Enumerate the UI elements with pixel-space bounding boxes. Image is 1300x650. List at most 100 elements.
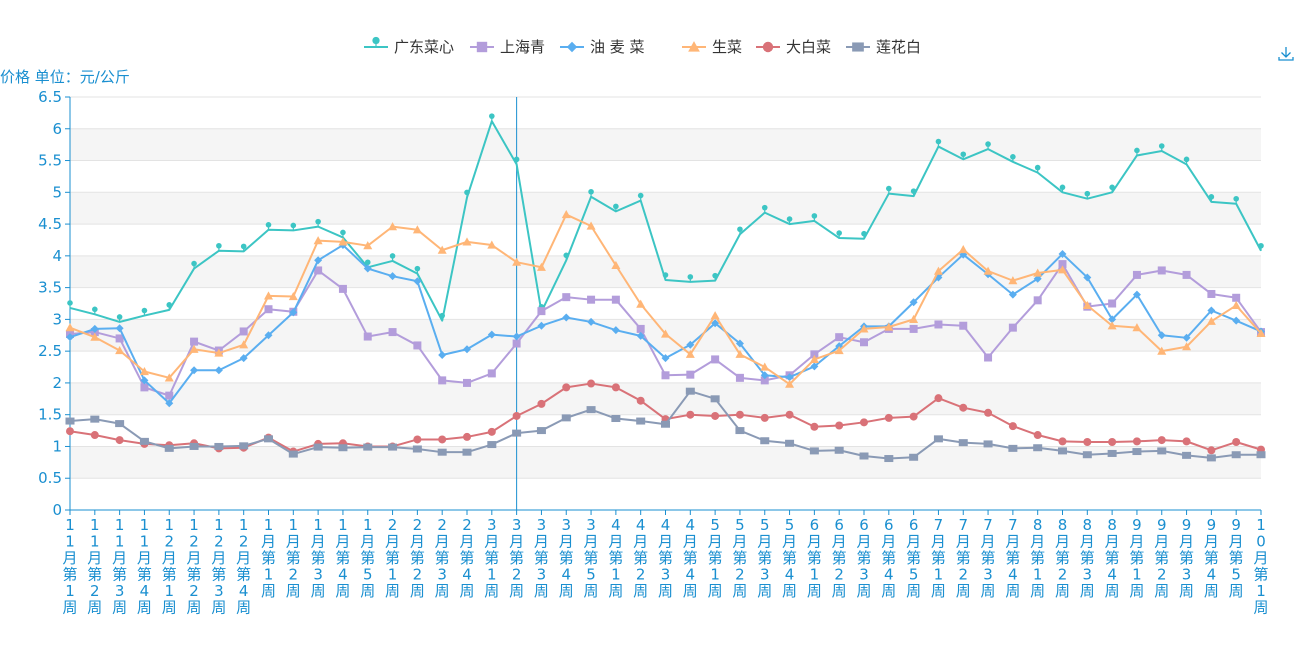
legend-marker xyxy=(762,41,774,53)
marker-pin-head xyxy=(389,253,396,259)
marker-pin-head xyxy=(563,252,570,259)
y-tick-labels: 0 0.5 1 1.5 2 2.5 3 3.5 4 4.5 5 5.5 6 6.5 xyxy=(38,88,62,519)
data-point xyxy=(1108,299,1117,308)
data-point xyxy=(661,329,670,338)
data-point xyxy=(1058,447,1067,455)
data-point xyxy=(1258,242,1264,251)
data-point xyxy=(439,312,445,321)
data-point xyxy=(1182,451,1192,459)
marker-pin-head xyxy=(372,36,380,45)
legend-item-0[interactable]: 广东菜心 xyxy=(364,36,454,56)
x-tick-label: 5 月第 2 周 xyxy=(732,516,747,600)
data-point xyxy=(214,348,224,357)
data-point xyxy=(1233,195,1239,204)
data-point xyxy=(1107,321,1117,330)
data-point xyxy=(141,307,148,316)
y-tick-label: 0.5 xyxy=(38,469,62,487)
x-tick-label: 6 月第 4 周 xyxy=(881,516,896,600)
data-point xyxy=(934,394,943,403)
data-point xyxy=(1231,300,1241,310)
data-point xyxy=(487,441,497,449)
y-tick-label: 6 xyxy=(52,120,62,138)
data-point xyxy=(1058,265,1067,274)
data-point xyxy=(264,331,273,340)
x-tick-label: 5 月第 4 周 xyxy=(782,516,797,600)
y-tick-label: 2.5 xyxy=(38,342,62,360)
data-point xyxy=(611,326,620,335)
marker-pin-head xyxy=(613,203,619,210)
data-point xyxy=(537,321,546,330)
legend-marker xyxy=(852,42,864,52)
data-point xyxy=(388,272,397,281)
data-point xyxy=(586,221,596,230)
legend-item-1[interactable]: 上海青 xyxy=(470,38,545,56)
x-tick-label: 4 月第 2 周 xyxy=(633,516,648,600)
data-point xyxy=(1132,270,1141,279)
data-point xyxy=(933,435,943,443)
marker-pin-head xyxy=(92,306,98,313)
data-point xyxy=(1033,431,1042,440)
marker-pin-head xyxy=(1109,184,1115,191)
data-point xyxy=(1207,446,1216,455)
data-point xyxy=(90,431,99,440)
data-point xyxy=(462,237,472,246)
legend[interactable]: 广东菜心 上海青 油 麦 菜 生菜 大白菜 莲花白 xyxy=(364,36,921,56)
marker-pin-head xyxy=(662,272,669,278)
data-point xyxy=(191,260,197,269)
legend-item-5[interactable]: 莲花白 xyxy=(846,38,921,56)
x-tick-label: 7 月第 1 周 xyxy=(931,516,946,600)
data-point xyxy=(115,436,124,445)
data-point xyxy=(909,324,918,333)
data-point xyxy=(611,295,620,304)
data-point xyxy=(487,330,496,339)
marker-pin-head xyxy=(737,226,743,233)
data-point xyxy=(711,319,720,328)
data-point xyxy=(661,371,670,380)
x-tick-label: 2 月第 1 周 xyxy=(385,516,400,600)
data-point xyxy=(886,185,892,194)
y-tick-label: 5.5 xyxy=(38,152,62,170)
data-point xyxy=(661,354,670,363)
marker-pin-head xyxy=(910,188,917,194)
data-point xyxy=(1207,306,1216,315)
legend-item-4[interactable]: 大白菜 xyxy=(756,38,831,56)
download-icon[interactable] xyxy=(1276,44,1296,64)
data-point xyxy=(588,188,594,197)
data-point xyxy=(587,317,596,326)
data-point xyxy=(315,218,321,227)
data-point xyxy=(412,445,422,453)
series-3 xyxy=(65,210,1266,388)
data-point xyxy=(116,314,123,322)
data-point xyxy=(1132,323,1142,332)
series-1 xyxy=(66,260,1265,400)
x-tick-label: 1 1 月第 3 周 xyxy=(112,516,127,617)
data-point xyxy=(489,113,495,122)
legend-marker xyxy=(688,41,700,52)
data-point xyxy=(760,437,770,445)
data-point xyxy=(810,422,819,431)
data-point xyxy=(835,421,844,430)
data-point xyxy=(240,243,247,252)
x-tick-label: 6 月第 3 周 xyxy=(856,516,871,600)
data-point xyxy=(760,362,770,371)
legend-label: 油 麦 菜 xyxy=(590,38,645,56)
x-tick-labels: 1 1 月第 1 周 1 1 月第 2 周 1 1 月第 3 周 1 1 月第 4 周 1 2 月第 1 周 1 2 月第 2 周 1 2 月第… xyxy=(62,516,1268,617)
marker-pin-head xyxy=(687,274,694,280)
data-point xyxy=(139,366,149,376)
data-point xyxy=(1008,290,1017,299)
x-tick-label: 6 月第 1 周 xyxy=(807,516,822,600)
data-point xyxy=(389,253,396,261)
data-point xyxy=(1082,300,1092,310)
data-point xyxy=(562,313,571,322)
data-point xyxy=(66,333,74,342)
data-point xyxy=(1058,437,1067,446)
x-tick-label: 7 月第 3 周 xyxy=(981,516,996,600)
legend-item-2[interactable]: 油 麦 菜 xyxy=(560,38,645,56)
data-point xyxy=(1108,315,1117,324)
data-point xyxy=(67,300,73,308)
legend-item-3[interactable]: 生菜 xyxy=(682,38,742,56)
data-point xyxy=(512,339,521,348)
data-point xyxy=(1157,447,1167,455)
marker-pin-head xyxy=(513,156,520,163)
data-point xyxy=(239,327,248,336)
